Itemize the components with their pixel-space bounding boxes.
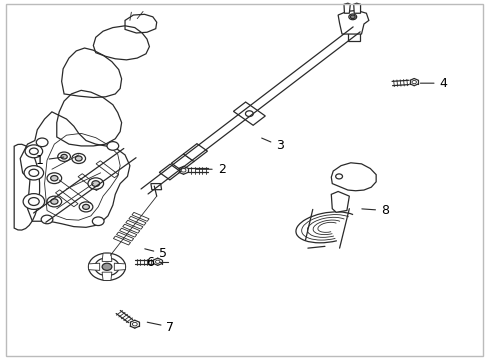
Polygon shape xyxy=(132,212,149,221)
Circle shape xyxy=(102,263,112,270)
Circle shape xyxy=(75,156,82,161)
Text: 8: 8 xyxy=(361,204,388,217)
Text: 3: 3 xyxy=(261,138,284,152)
Text: 6: 6 xyxy=(146,256,168,269)
Circle shape xyxy=(47,196,61,207)
Circle shape xyxy=(29,148,38,154)
Circle shape xyxy=(132,323,137,326)
Circle shape xyxy=(79,202,93,212)
Polygon shape xyxy=(347,27,359,41)
Polygon shape xyxy=(353,3,360,13)
Circle shape xyxy=(82,204,89,210)
Polygon shape xyxy=(159,164,180,180)
Polygon shape xyxy=(120,228,137,237)
Circle shape xyxy=(348,14,356,20)
Circle shape xyxy=(25,145,42,158)
Polygon shape xyxy=(171,154,194,171)
Circle shape xyxy=(95,258,119,276)
Polygon shape xyxy=(337,10,368,34)
Polygon shape xyxy=(102,272,112,280)
Circle shape xyxy=(411,81,415,84)
Circle shape xyxy=(107,141,119,150)
Polygon shape xyxy=(125,220,142,229)
Circle shape xyxy=(155,260,160,264)
Circle shape xyxy=(92,217,104,226)
Polygon shape xyxy=(114,263,125,270)
Polygon shape xyxy=(113,236,130,245)
Polygon shape xyxy=(128,216,146,225)
Circle shape xyxy=(36,138,48,147)
Polygon shape xyxy=(330,192,348,212)
Polygon shape xyxy=(183,144,207,162)
Circle shape xyxy=(51,199,58,204)
Circle shape xyxy=(41,215,53,224)
Circle shape xyxy=(28,198,39,206)
Circle shape xyxy=(58,152,70,161)
Circle shape xyxy=(51,176,58,181)
Circle shape xyxy=(88,178,103,189)
Circle shape xyxy=(24,166,43,180)
Text: 2: 2 xyxy=(196,163,225,176)
Circle shape xyxy=(88,253,125,280)
Circle shape xyxy=(29,169,39,176)
Polygon shape xyxy=(122,224,140,233)
Polygon shape xyxy=(116,232,133,241)
Polygon shape xyxy=(102,253,112,261)
Circle shape xyxy=(47,173,61,184)
Circle shape xyxy=(335,174,342,179)
Circle shape xyxy=(61,154,67,159)
Circle shape xyxy=(23,194,44,210)
Circle shape xyxy=(72,153,85,163)
Polygon shape xyxy=(343,3,349,13)
Text: 5: 5 xyxy=(144,247,167,260)
Polygon shape xyxy=(233,102,265,125)
Polygon shape xyxy=(151,184,161,190)
Circle shape xyxy=(349,15,354,19)
Text: 7: 7 xyxy=(147,320,174,333)
Text: 1: 1 xyxy=(36,154,63,167)
Circle shape xyxy=(92,181,100,186)
Text: 4: 4 xyxy=(420,77,447,90)
Circle shape xyxy=(181,168,185,172)
Polygon shape xyxy=(88,263,100,270)
